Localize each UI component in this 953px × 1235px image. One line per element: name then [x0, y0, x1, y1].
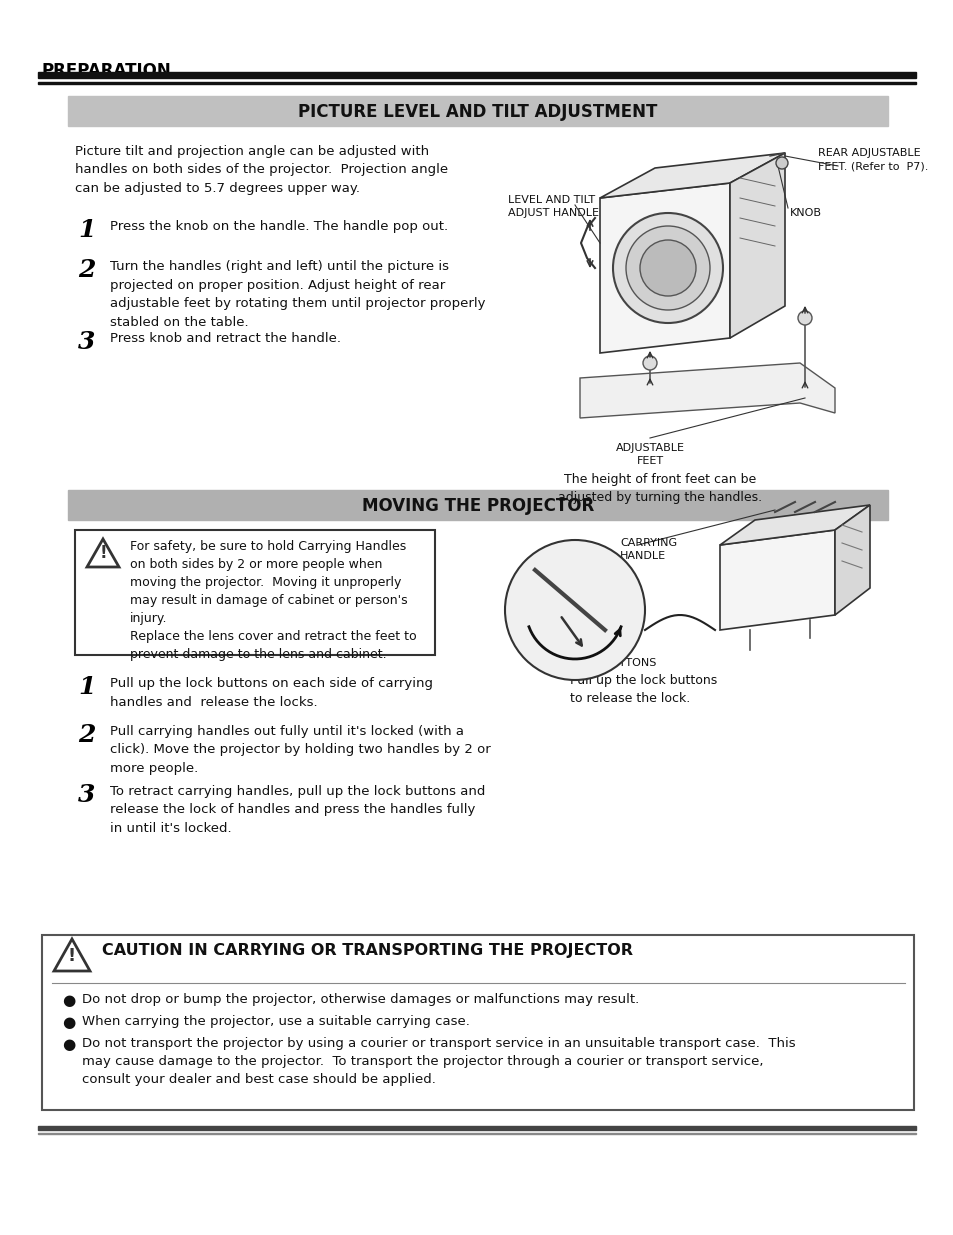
- Text: ●: ●: [62, 1015, 75, 1030]
- Circle shape: [613, 212, 722, 324]
- Text: REAR ADJUSTABLE
FEET. (Refer to  P7).: REAR ADJUSTABLE FEET. (Refer to P7).: [817, 148, 927, 172]
- Text: 3: 3: [78, 783, 95, 806]
- Text: 3: 3: [78, 330, 95, 354]
- Polygon shape: [720, 505, 869, 545]
- Bar: [42, 935, 913, 1110]
- Text: Pull carrying handles out fully until it's locked (with a
click). Move the proje: Pull carrying handles out fully until it…: [110, 725, 490, 776]
- Polygon shape: [599, 153, 784, 198]
- Bar: [38, 1126, 915, 1130]
- Text: 1: 1: [78, 219, 95, 242]
- Text: ●: ●: [62, 993, 75, 1008]
- Text: KNOB: KNOB: [789, 207, 821, 219]
- Text: CARRYING
HANDLE: CARRYING HANDLE: [619, 538, 677, 561]
- Polygon shape: [599, 183, 729, 353]
- Text: Picture tilt and projection angle can be adjusted with
handles on both sides of : Picture tilt and projection angle can be…: [75, 144, 448, 195]
- Text: Do not drop or bump the projector, otherwise damages or malfunctions may result.: Do not drop or bump the projector, other…: [82, 993, 639, 1007]
- Polygon shape: [729, 153, 784, 338]
- Text: The height of front feet can be
adjusted by turning the handles.: The height of front feet can be adjusted…: [558, 473, 761, 504]
- Text: CAUTION IN CARRYING OR TRANSPORTING THE PROJECTOR: CAUTION IN CARRYING OR TRANSPORTING THE …: [102, 944, 633, 958]
- Polygon shape: [834, 505, 869, 615]
- Bar: [38, 82, 915, 84]
- Text: 1: 1: [78, 676, 95, 699]
- Text: PICTURE LEVEL AND TILT ADJUSTMENT: PICTURE LEVEL AND TILT ADJUSTMENT: [298, 103, 657, 121]
- Text: ADJUSTABLE
FEET: ADJUSTABLE FEET: [615, 443, 684, 466]
- Text: When carrying the projector, use a suitable carrying case.: When carrying the projector, use a suita…: [82, 1015, 470, 1028]
- Bar: [68, 96, 887, 126]
- Circle shape: [797, 311, 811, 325]
- Bar: [68, 490, 887, 520]
- Circle shape: [625, 226, 709, 310]
- Circle shape: [775, 157, 787, 169]
- Text: LEVEL AND TILT
ADJUST HANDLE: LEVEL AND TILT ADJUST HANDLE: [507, 195, 598, 219]
- Text: ●: ●: [62, 1037, 75, 1052]
- Text: !: !: [68, 947, 76, 965]
- Circle shape: [639, 240, 696, 296]
- Text: !: !: [99, 543, 107, 562]
- Circle shape: [642, 356, 657, 370]
- Text: PREPARATION: PREPARATION: [42, 62, 172, 80]
- Polygon shape: [720, 530, 834, 630]
- Text: Do not transport the projector by using a courier or transport service in an uns: Do not transport the projector by using …: [82, 1037, 795, 1086]
- Bar: [38, 72, 915, 78]
- Text: Pull up the lock buttons
to release the lock.: Pull up the lock buttons to release the …: [569, 674, 717, 705]
- Bar: [38, 1132, 915, 1134]
- Text: MOVING THE PROJECTOR: MOVING THE PROJECTOR: [361, 496, 594, 515]
- Bar: [75, 530, 435, 655]
- Text: For safety, be sure to hold Carrying Handles
on both sides by 2 or more people w: For safety, be sure to hold Carrying Han…: [130, 540, 416, 661]
- Text: 2: 2: [78, 722, 95, 747]
- Text: Press the knob on the handle. The handle pop out.: Press the knob on the handle. The handle…: [110, 220, 448, 233]
- Text: Pull up the lock buttons on each side of carrying
handles and  release the locks: Pull up the lock buttons on each side of…: [110, 677, 433, 709]
- Circle shape: [504, 540, 644, 680]
- Text: LOCK BUTTONS: LOCK BUTTONS: [569, 658, 656, 668]
- Polygon shape: [579, 363, 834, 417]
- Text: 2: 2: [78, 258, 95, 282]
- Text: Press knob and retract the handle.: Press knob and retract the handle.: [110, 332, 340, 345]
- Text: To retract carrying handles, pull up the lock buttons and
release the lock of ha: To retract carrying handles, pull up the…: [110, 785, 485, 835]
- Text: Turn the handles (right and left) until the picture is
projected on proper posit: Turn the handles (right and left) until …: [110, 261, 485, 329]
